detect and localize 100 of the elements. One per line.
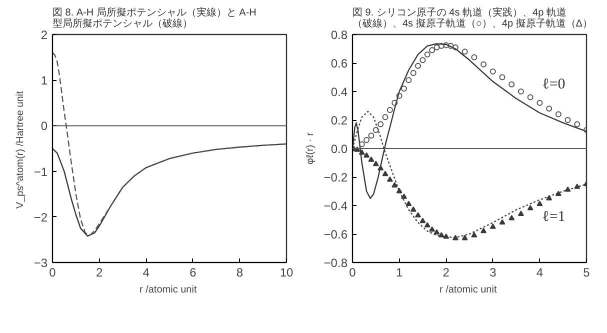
point xyxy=(518,210,524,216)
x-tick-label: 8 xyxy=(236,266,244,280)
x-tick-label: 2 xyxy=(442,266,450,280)
point xyxy=(410,206,416,212)
point xyxy=(574,121,580,128)
point xyxy=(536,100,543,106)
point xyxy=(452,234,458,240)
y-tick-label: −0.6 xyxy=(324,228,348,242)
x-tick-label: 2 xyxy=(96,266,103,280)
x-axis-title: r /atomic unit xyxy=(139,284,197,296)
point xyxy=(378,165,384,170)
point xyxy=(527,94,534,100)
point xyxy=(358,149,365,155)
point xyxy=(378,121,384,128)
point xyxy=(364,152,370,158)
y-tick-label: 0.4 xyxy=(330,85,348,99)
point xyxy=(364,136,370,143)
point xyxy=(415,62,422,69)
point xyxy=(438,42,444,49)
x-tick-label: 0 xyxy=(349,266,356,280)
point xyxy=(574,184,580,189)
point xyxy=(396,92,402,99)
point xyxy=(382,114,388,120)
x-tick-label: 1 xyxy=(396,266,403,280)
y-tick-label: −0.8 xyxy=(324,256,348,270)
point xyxy=(424,51,430,58)
point xyxy=(471,232,478,238)
point xyxy=(448,42,454,49)
point xyxy=(555,111,562,118)
point xyxy=(372,160,379,166)
x-tick-label: 4 xyxy=(142,266,150,280)
point xyxy=(518,88,524,94)
point xyxy=(392,100,398,106)
y-tick-label: 2 xyxy=(40,28,48,42)
point xyxy=(462,234,468,240)
annotation: ℓ=0 xyxy=(542,76,566,93)
annotation: ℓ=1 xyxy=(542,208,566,225)
point xyxy=(406,200,412,206)
y-tick-label: 0 xyxy=(40,119,48,134)
point xyxy=(471,54,478,60)
point xyxy=(392,182,398,188)
point xyxy=(424,222,430,228)
point xyxy=(443,42,450,48)
point xyxy=(372,126,379,133)
point xyxy=(400,194,407,199)
chart-title: 図 9. シリコン原子の 4s 軌道（実践）、4p 軌道（破線）、4s 擬原子軌道（○）、4p 擬原子軌道（Δ） xyxy=(352,6,592,30)
x-tick-label: 5 xyxy=(583,266,590,280)
y-axis-title: φℓ(r) · r xyxy=(304,132,316,164)
point xyxy=(438,232,444,238)
point xyxy=(420,57,426,64)
point xyxy=(508,81,515,88)
point xyxy=(400,86,407,92)
point xyxy=(508,214,515,220)
y-tick-label: 0.0 xyxy=(330,142,348,156)
point xyxy=(358,141,365,148)
point xyxy=(490,223,496,229)
point xyxy=(415,212,422,218)
point xyxy=(386,176,393,182)
x-tick-label: 6 xyxy=(190,266,197,280)
y-tick-label: 1 xyxy=(40,74,48,88)
point xyxy=(480,61,487,68)
point xyxy=(527,204,534,210)
point xyxy=(564,186,571,192)
y-tick-label: −2 xyxy=(34,210,48,224)
point xyxy=(480,228,487,234)
y-tick-label: −0.4 xyxy=(324,199,348,213)
y-tick-label: 0.2 xyxy=(330,114,348,128)
y-tick-label: 0.8 xyxy=(330,28,348,42)
point xyxy=(368,156,374,162)
x-axis-title: r /atomic unit xyxy=(439,284,497,296)
point xyxy=(536,200,543,206)
y-tick-label: 0.6 xyxy=(330,56,348,70)
point xyxy=(546,106,552,112)
point xyxy=(429,226,436,232)
point xyxy=(410,70,416,76)
point xyxy=(396,188,402,194)
point xyxy=(462,48,468,55)
y-tick-label: −1 xyxy=(34,164,48,179)
x-tick-label: 3 xyxy=(490,266,497,280)
point xyxy=(564,117,571,123)
point xyxy=(382,170,388,176)
x-tick-label: 10 xyxy=(280,266,294,280)
point xyxy=(406,77,412,84)
line-series xyxy=(52,52,286,236)
point xyxy=(499,74,506,80)
point xyxy=(386,107,393,114)
point xyxy=(546,194,552,200)
point xyxy=(420,218,426,224)
x-tick-label: 4 xyxy=(536,266,544,280)
point xyxy=(452,44,458,50)
y-tick-label: −3 xyxy=(34,256,48,270)
point xyxy=(490,68,496,75)
point xyxy=(434,229,440,235)
point xyxy=(499,219,506,225)
point xyxy=(443,233,450,239)
point xyxy=(434,44,440,50)
y-axis-title: V_ps^atom(r) /Hartree unit xyxy=(14,90,26,209)
point xyxy=(555,190,562,196)
point xyxy=(368,132,374,139)
y-tick-label: −0.2 xyxy=(324,170,348,184)
